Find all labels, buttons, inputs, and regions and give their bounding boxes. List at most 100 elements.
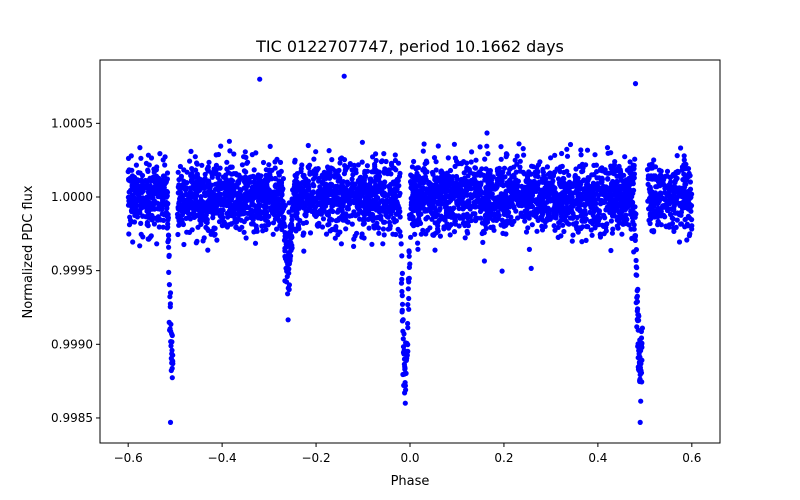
data-point [418, 204, 424, 210]
data-point [681, 153, 687, 159]
data-point [197, 217, 203, 223]
data-point [522, 218, 528, 224]
data-point [524, 174, 531, 180]
data-point [443, 171, 449, 178]
data-point [524, 210, 530, 216]
data-point [522, 199, 528, 205]
data-point [480, 228, 486, 235]
data-point [614, 179, 620, 185]
data-point [500, 183, 506, 189]
data-point [512, 157, 518, 163]
data-point [207, 193, 213, 199]
data-point [285, 317, 291, 323]
data-point [637, 419, 643, 425]
data-point [451, 229, 458, 235]
data-point [681, 157, 687, 163]
data-point [405, 348, 411, 354]
data-point [352, 181, 358, 187]
data-point [204, 166, 210, 172]
data-point [488, 202, 494, 209]
data-point [455, 190, 461, 196]
data-point [380, 208, 386, 214]
data-point [667, 195, 673, 201]
data-point [351, 236, 357, 242]
data-point [243, 197, 250, 204]
data-point [574, 198, 580, 204]
y-tick-label: 1.0005 [51, 116, 93, 130]
data-point [631, 235, 638, 241]
x-tick-label: 0.4 [588, 451, 607, 465]
data-point [589, 172, 595, 178]
data-point [208, 189, 214, 195]
data-point [126, 189, 132, 195]
data-point [380, 241, 386, 247]
data-point [133, 162, 139, 168]
data-point [360, 217, 366, 223]
data-point [166, 237, 172, 243]
data-point [187, 216, 193, 222]
data-point [498, 156, 504, 162]
data-point [569, 238, 575, 244]
data-point [439, 183, 445, 189]
data-point [555, 176, 562, 182]
data-point [523, 229, 530, 235]
data-point [194, 238, 200, 244]
data-point [358, 174, 364, 180]
data-point [561, 228, 567, 235]
data-point [340, 202, 346, 208]
data-point [651, 157, 657, 163]
data-point [633, 300, 639, 306]
data-point [313, 149, 319, 155]
data-point [606, 195, 613, 201]
data-point [639, 344, 645, 350]
data-point [138, 220, 144, 226]
y-axis-ticks: 0.9985 0.9990 0.9995 1.0000 1.0005 [51, 116, 100, 425]
data-point [594, 220, 600, 226]
data-point [293, 188, 299, 195]
data-point [324, 170, 330, 176]
data-point [400, 336, 406, 342]
data-point [487, 170, 493, 176]
data-point [388, 187, 394, 193]
data-point [649, 202, 655, 208]
data-point [407, 261, 413, 267]
data-point [365, 168, 371, 174]
data-point [473, 198, 479, 204]
data-point [406, 253, 412, 259]
data-point [399, 301, 406, 307]
data-point [379, 158, 385, 164]
data-point [592, 224, 598, 231]
data-point [234, 184, 240, 190]
data-point [168, 339, 174, 345]
data-point [556, 220, 562, 226]
data-point [423, 216, 429, 222]
data-point [345, 181, 351, 188]
data-point [587, 219, 594, 225]
data-point [375, 225, 382, 231]
data-point [381, 184, 387, 190]
data-point [203, 219, 209, 225]
x-tick-label: −0.6 [114, 451, 143, 465]
data-point [359, 234, 365, 240]
data-point [403, 357, 409, 363]
data-point [392, 219, 398, 225]
data-point [277, 184, 284, 191]
data-point [480, 195, 486, 201]
data-point [528, 265, 534, 271]
data-point [472, 211, 478, 217]
data-point [605, 150, 611, 156]
data-point [248, 209, 254, 215]
data-point [315, 210, 321, 217]
data-point [296, 226, 302, 232]
data-point [425, 227, 431, 233]
data-point [630, 178, 636, 184]
data-point [293, 178, 300, 184]
data-point [531, 209, 537, 215]
x-tick-label: 0.6 [682, 451, 701, 465]
data-point [300, 191, 306, 197]
data-point [358, 181, 364, 187]
y-tick-label: 0.9985 [51, 411, 93, 425]
data-point [537, 159, 543, 165]
data-point [276, 170, 282, 176]
data-point [212, 181, 218, 187]
